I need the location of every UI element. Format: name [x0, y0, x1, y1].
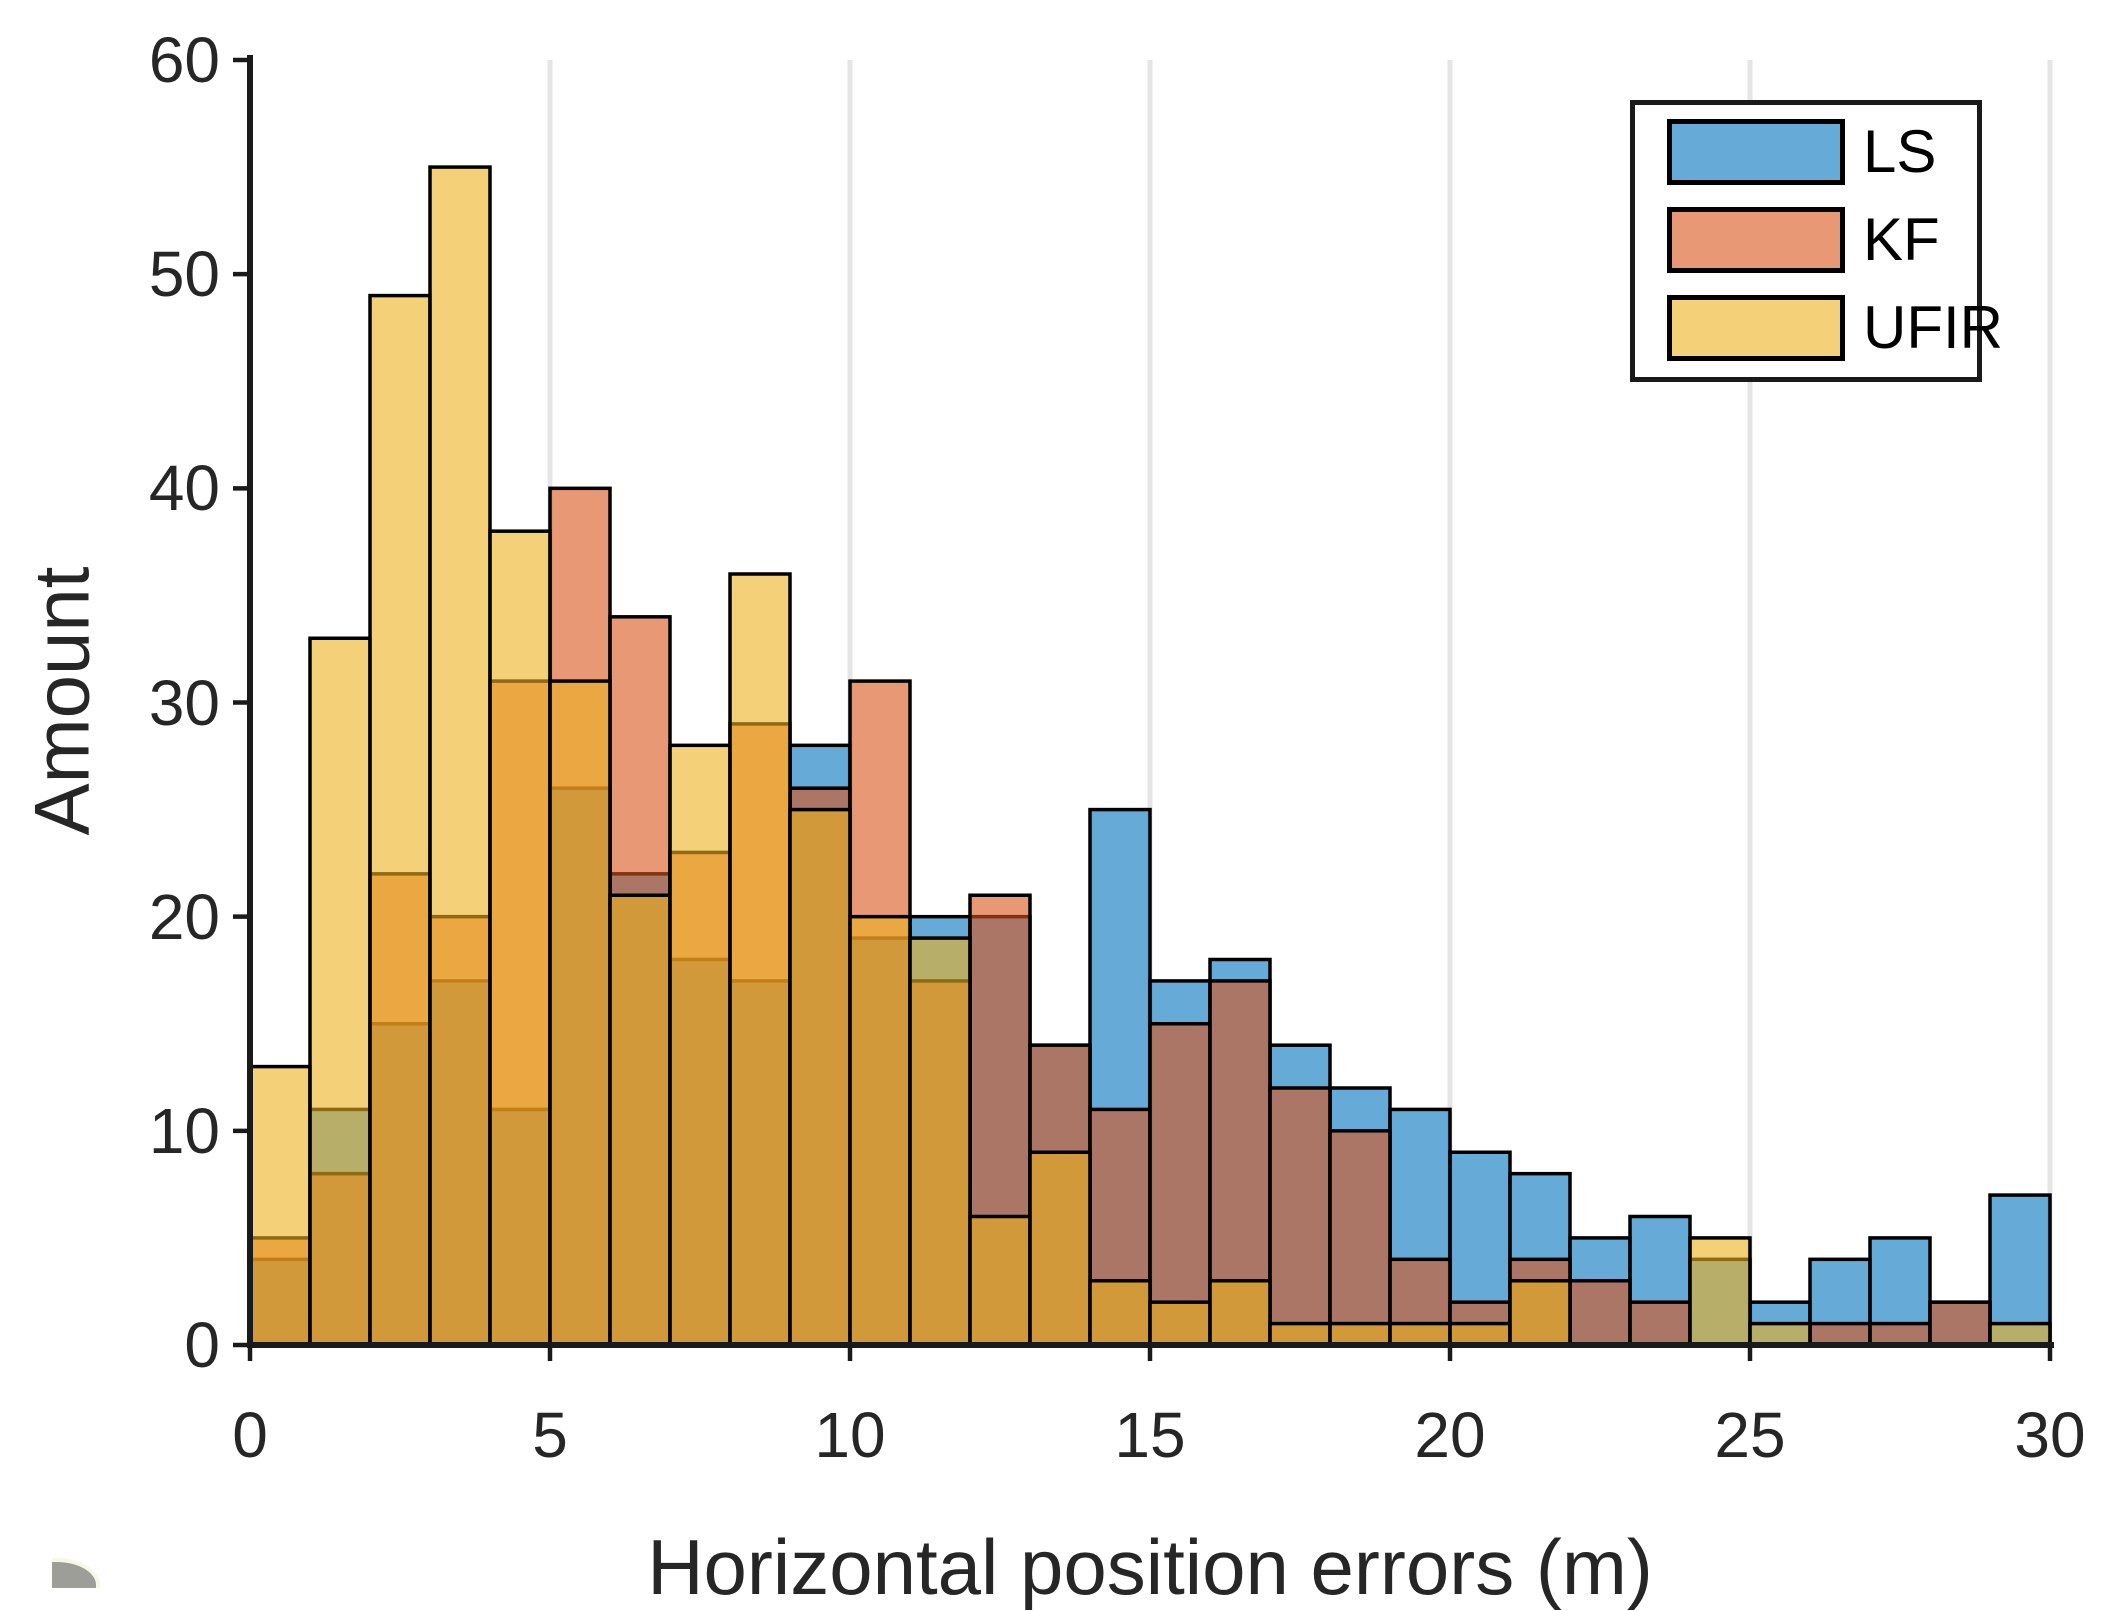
bar-ufir-bin10	[848, 914, 912, 1347]
bar-ufir-bin0	[248, 1064, 312, 1347]
bar-ufir-bin9	[788, 807, 852, 1347]
bar-kf-bin18	[1328, 1129, 1392, 1347]
bar-ufir-bin4	[488, 529, 552, 1347]
x-tick-label-0: 0	[232, 1399, 268, 1471]
bar-ufir-bin12	[968, 1214, 1032, 1347]
bar-ufir-bin5	[548, 679, 612, 1347]
bar-ufir-bin18	[1328, 1321, 1392, 1347]
bar-ufir-bin19	[1388, 1321, 1452, 1347]
x-tick-label-25: 25	[1714, 1399, 1786, 1471]
y-tick-label-40: 40	[148, 452, 220, 525]
bar-ufir-bin3	[428, 165, 492, 1347]
legend-item-ufir: UFIR	[1667, 295, 2003, 361]
bar-kf-bin23	[1628, 1300, 1692, 1347]
bar-kf-bin22	[1568, 1279, 1632, 1347]
bar-kf-bin15	[1148, 1022, 1212, 1347]
x-axis-label: Horizontal position errors (m)	[647, 1523, 1653, 1611]
bar-ufir-bin25	[1748, 1321, 1812, 1347]
y-tick-label-10: 10	[148, 1094, 220, 1167]
bar-ufir-bin24	[1688, 1236, 1752, 1347]
legend-label-kf: KF	[1863, 206, 1940, 273]
bar-ufir-bin13	[1028, 1150, 1092, 1347]
y-tick-label-50: 50	[148, 238, 220, 311]
legend-label-ufir: UFIR	[1863, 294, 2003, 361]
bar-ufir-bin1	[308, 636, 372, 1347]
bar-kf-bin17	[1268, 1086, 1332, 1347]
legend-swatch-kf	[1667, 207, 1845, 273]
x-tick-label-30: 30	[2014, 1399, 2086, 1471]
bar-ufir-bin15	[1148, 1300, 1212, 1347]
bar-ufir-bin14	[1088, 1279, 1152, 1347]
bar-ufir-bin6	[608, 893, 672, 1347]
legend-swatch-ufir	[1667, 295, 1845, 361]
bar-ufir-bin16	[1208, 1279, 1272, 1347]
bar-ufir-bin17	[1268, 1321, 1332, 1347]
legend-item-kf: KF	[1667, 207, 1940, 273]
bar-ufir-bin7	[668, 743, 732, 1347]
legend-swatch-ls	[1667, 119, 1845, 185]
x-tick-label-20: 20	[1414, 1399, 1486, 1471]
y-axis-label: Amount	[17, 566, 106, 836]
bar-ufir-bin2	[368, 293, 432, 1347]
y-tick-label-20: 20	[148, 880, 220, 953]
x-tick-label-10: 10	[814, 1399, 886, 1471]
bar-ufir-bin21	[1508, 1279, 1572, 1347]
legend-box: LS KF UFIR	[1630, 100, 2003, 382]
bar-ufir-bin8	[728, 572, 792, 1347]
bar-kf-bin27	[1868, 1321, 1932, 1347]
y-tick-label-60: 60	[148, 24, 220, 96]
y-tick-label-0: 0	[184, 1309, 220, 1381]
bar-kf-bin28	[1928, 1300, 1992, 1347]
bar-ufir-bin29	[1988, 1321, 2052, 1347]
bar-ufir-bin20	[1448, 1321, 1512, 1347]
x-tick-label-15: 15	[1114, 1399, 1186, 1471]
y-tick-label-30: 30	[148, 666, 220, 739]
legend-item-ls: LS	[1667, 119, 1936, 185]
bar-ls-bin29	[1988, 1193, 2052, 1347]
bar-ufir-bin11	[908, 936, 972, 1347]
legend-label-ls: LS	[1863, 118, 1937, 185]
x-tick-label-5: 5	[532, 1399, 568, 1471]
bar-kf-bin26	[1808, 1321, 1872, 1347]
